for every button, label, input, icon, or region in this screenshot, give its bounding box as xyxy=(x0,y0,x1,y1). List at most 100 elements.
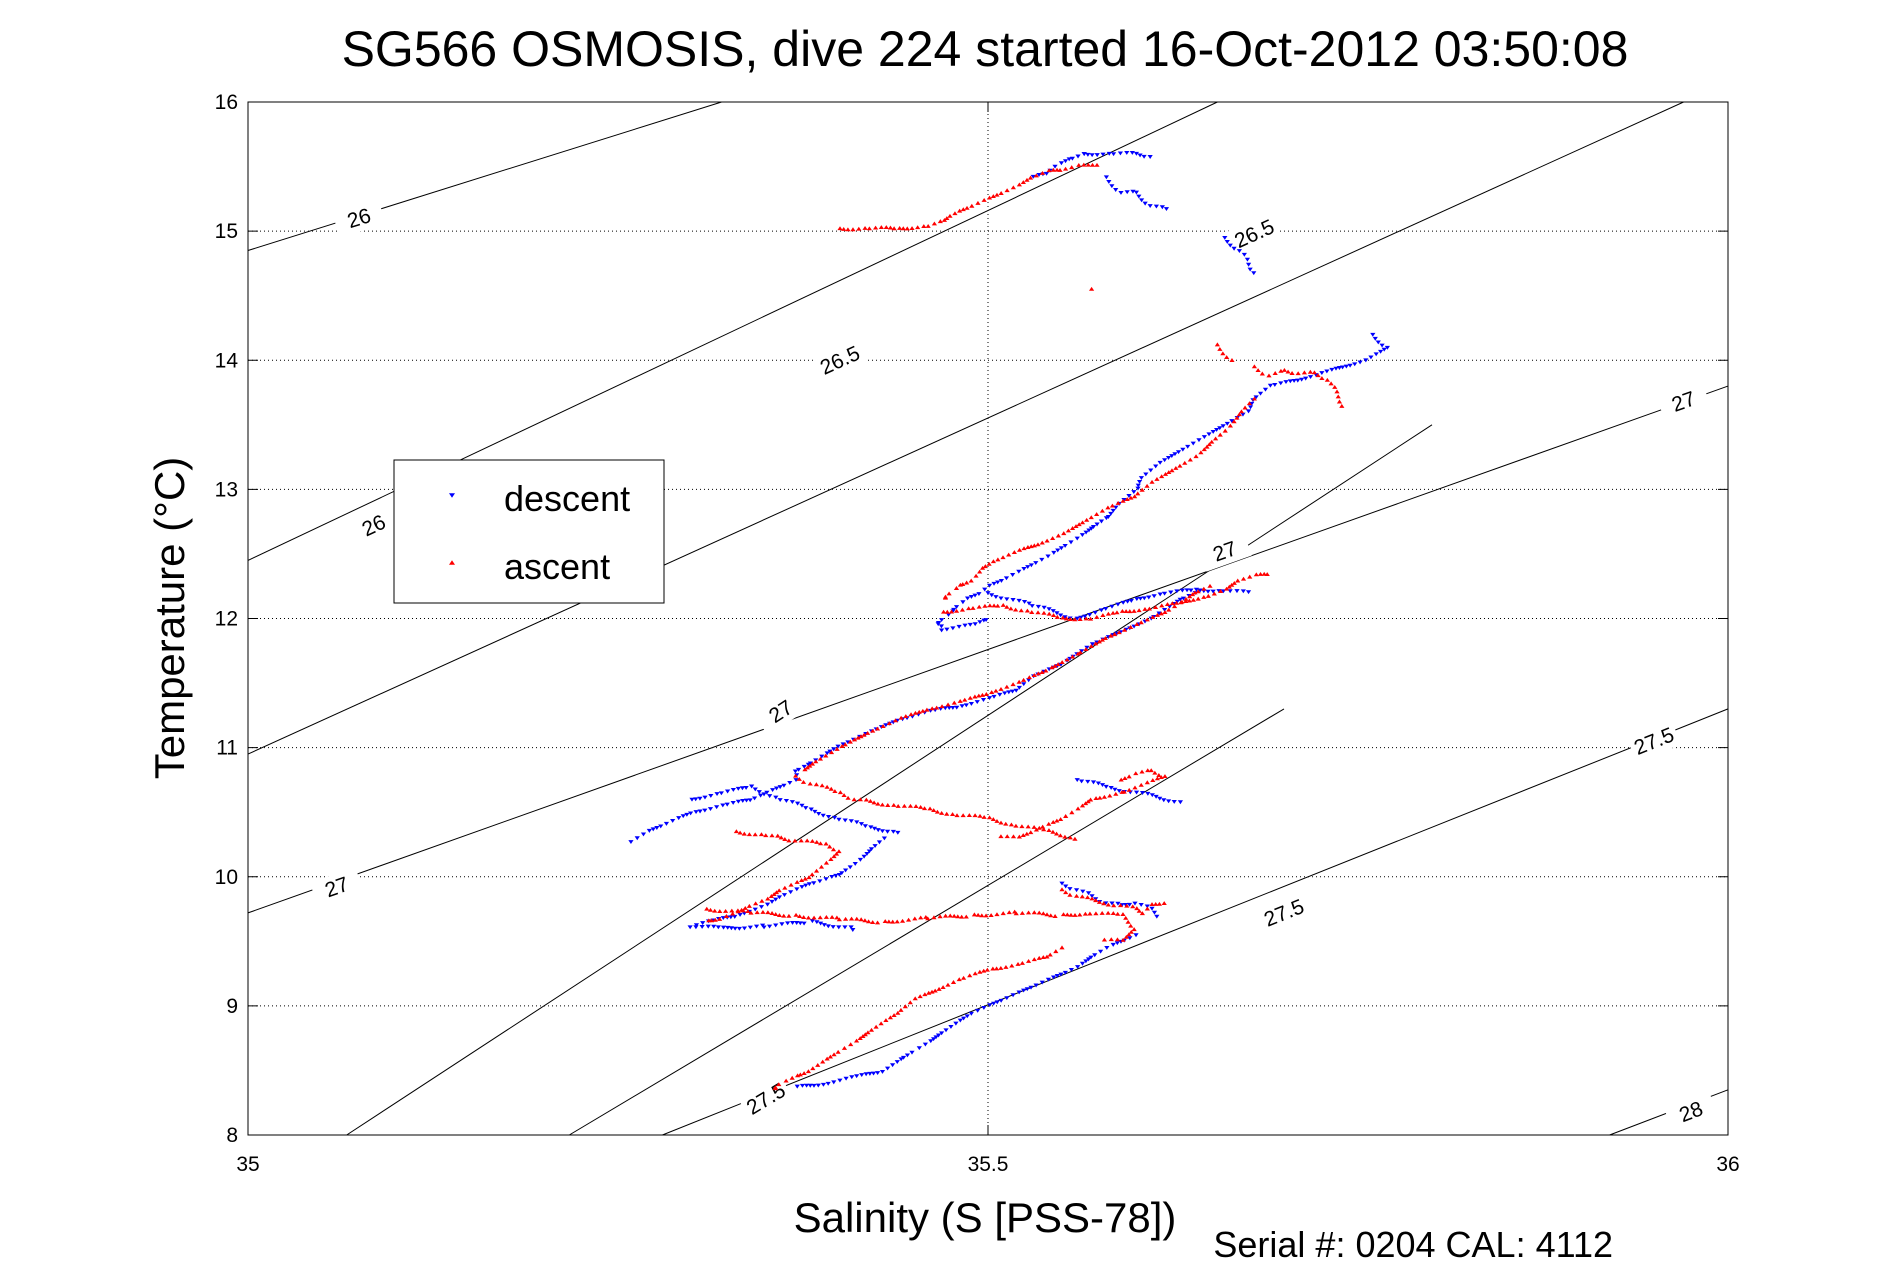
ascent-point xyxy=(811,915,817,920)
ascent-point xyxy=(886,919,892,924)
ascent-point xyxy=(771,892,777,896)
ascent-point xyxy=(912,996,918,1001)
ascent-point xyxy=(1053,949,1059,954)
contour-label-mask xyxy=(1626,720,1682,763)
descent-point xyxy=(1169,454,1175,458)
ascent-point xyxy=(799,878,805,882)
ascent-point xyxy=(1264,572,1270,577)
ascent-point xyxy=(1195,596,1201,601)
ascent-point xyxy=(745,909,751,914)
ascent-point xyxy=(993,688,999,693)
ascent-point xyxy=(1060,912,1067,917)
ascent-point xyxy=(991,603,997,608)
descent-point xyxy=(1099,783,1106,787)
ascent-point xyxy=(912,710,919,715)
descent-point xyxy=(1003,576,1010,581)
ascent-point xyxy=(1187,457,1193,462)
ascent-point xyxy=(1025,824,1031,829)
descent-point xyxy=(982,587,988,592)
descent-point xyxy=(1148,468,1154,473)
ascent-point xyxy=(1067,892,1073,897)
ascent-point xyxy=(1087,616,1094,621)
ascent-point xyxy=(1223,586,1230,591)
ascent-point xyxy=(1060,615,1066,620)
descent-point xyxy=(829,875,835,879)
descent-point xyxy=(831,747,837,752)
descent-point xyxy=(1378,349,1384,354)
ascent-point xyxy=(1156,773,1162,777)
descent-point xyxy=(1016,990,1022,995)
ascent-point xyxy=(865,730,871,735)
descent-point xyxy=(1303,376,1309,381)
descent-point xyxy=(879,829,886,834)
ascent-point xyxy=(1207,583,1213,588)
descent-point xyxy=(986,696,993,700)
ascent-point xyxy=(1075,806,1081,811)
descent-point xyxy=(1329,367,1335,372)
descent-point xyxy=(1185,444,1191,449)
descent-point xyxy=(950,705,956,710)
descent-point xyxy=(953,605,960,610)
ascent-point xyxy=(900,226,906,231)
descent-point xyxy=(948,1025,954,1029)
ascent-point xyxy=(1036,825,1042,830)
ascent-point xyxy=(1114,610,1120,615)
ascent-point xyxy=(960,813,966,818)
ascent-point xyxy=(947,213,953,218)
descent-point xyxy=(735,786,741,791)
ascent-point xyxy=(1077,912,1083,917)
descent-point xyxy=(1165,799,1172,804)
descent-point xyxy=(995,580,1001,585)
descent-point xyxy=(801,764,807,769)
ascent-point xyxy=(815,1062,821,1067)
descent-point xyxy=(1082,614,1088,619)
ascent-point xyxy=(1190,597,1196,602)
descent-point xyxy=(766,924,773,929)
descent-point xyxy=(1257,391,1264,396)
ascent-point xyxy=(782,885,788,890)
descent-point xyxy=(699,924,705,929)
descent-point xyxy=(628,840,634,845)
ascent-point xyxy=(1069,165,1075,170)
ascent-point xyxy=(990,559,997,564)
ascent-point xyxy=(922,992,928,997)
descent-point xyxy=(866,849,872,854)
descent-point xyxy=(1262,387,1269,392)
ascent-point xyxy=(976,604,982,609)
contour-label-mask xyxy=(332,198,386,238)
descent-point xyxy=(1172,452,1178,457)
ascent-point xyxy=(1105,902,1111,907)
descent-point xyxy=(1103,784,1109,789)
descent-point xyxy=(1179,588,1185,593)
descent-point xyxy=(688,811,694,816)
ascent-point xyxy=(797,1072,803,1077)
descent-point xyxy=(819,754,825,759)
ascent-point xyxy=(1059,660,1065,665)
ascent-point xyxy=(1046,821,1052,826)
legend: descent ascent xyxy=(393,459,665,604)
descent-point xyxy=(640,832,647,837)
descent-point xyxy=(1124,190,1130,195)
density-contour-27 xyxy=(346,424,1433,1136)
density-contours xyxy=(247,101,1729,1136)
ascent-point xyxy=(979,913,985,918)
ascent-point xyxy=(981,815,987,819)
ascent-point xyxy=(941,609,947,614)
ascent-point xyxy=(1044,912,1050,917)
descent-point xyxy=(963,703,969,708)
serial-cal-footer: Serial #: 0204 CAL: 4112 xyxy=(1213,1224,1613,1262)
descent-point xyxy=(1113,505,1119,510)
ascent-point xyxy=(836,849,842,854)
ascent-point xyxy=(1094,614,1100,619)
ascent-point xyxy=(1039,670,1045,674)
descent-point xyxy=(1126,494,1132,498)
descent-point xyxy=(1028,563,1034,568)
descent-point xyxy=(1165,455,1172,460)
ascent-point xyxy=(1209,439,1215,444)
ascent-point xyxy=(1099,637,1106,642)
ascent-point xyxy=(1053,831,1060,836)
descent-point xyxy=(876,840,883,845)
ascent-point xyxy=(1006,910,1012,915)
ascent-point xyxy=(769,911,775,915)
